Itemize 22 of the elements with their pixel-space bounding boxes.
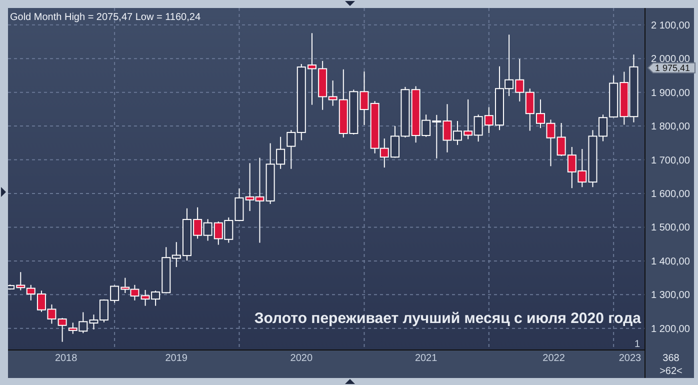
y-tick-label: 1 600,00 bbox=[651, 189, 690, 200]
x-tick-label: 2023 bbox=[618, 353, 642, 364]
y-tick-label: 1 300,00 bbox=[651, 290, 690, 302]
y-tick-label: 1 400,00 bbox=[651, 256, 690, 268]
y-tick-label: 1 500,00 bbox=[651, 222, 690, 234]
y-tick-label: 1 700,00 bbox=[651, 155, 690, 166]
y-tick-label: 1 900,00 bbox=[651, 88, 690, 99]
y-tick-label: 2 100,00 bbox=[651, 20, 690, 32]
x-tick-label: 2021 bbox=[414, 353, 438, 364]
y-tick-label: 1 200,00 bbox=[651, 324, 690, 335]
text: 368 >62< bbox=[660, 353, 683, 377]
candlestick bbox=[58, 317, 67, 342]
y-tick-label: 1 800,00 bbox=[651, 122, 690, 133]
x-tick-label: 2018 bbox=[54, 353, 78, 364]
text: 1 975,41 bbox=[655, 63, 690, 74]
annotation: Золото переживает лучший месяц с июля 2020 года bbox=[254, 310, 642, 327]
x-tick-label: 2019 bbox=[165, 353, 188, 364]
y-tick-label: 2 000,00 bbox=[651, 54, 690, 66]
chart-title: Gold Month High = 2075,47 Low = 1160,24 bbox=[10, 12, 201, 23]
x-tick-label: 2022 bbox=[542, 353, 566, 364]
annotation: 1 bbox=[634, 339, 640, 350]
x-tick-label: 2020 bbox=[290, 353, 313, 364]
